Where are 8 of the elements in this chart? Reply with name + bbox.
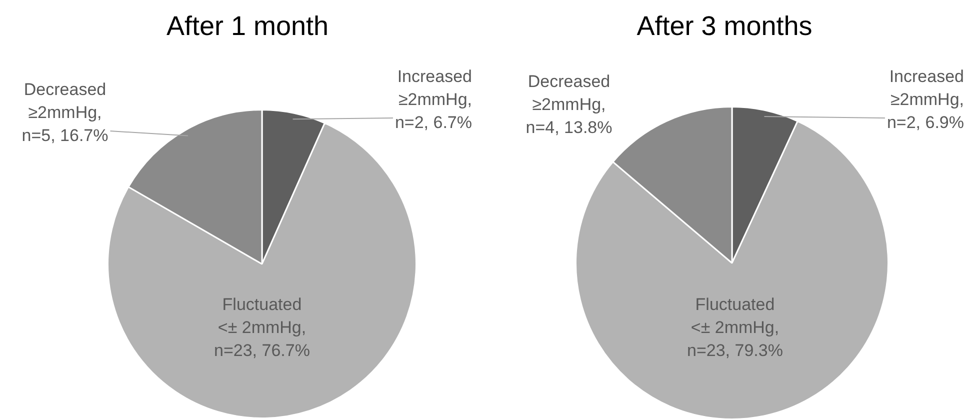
slice-label: Decreased ≥2mmHg, n=4, 13.8%: [526, 72, 612, 136]
chart-title: After 3 months: [636, 10, 814, 42]
slice-label: Increased ≥2mmHg, n=2, 6.9%: [886, 66, 964, 134]
slice-label: Fluctuated <± 2mmHg, n=23, 76.7%: [213, 294, 311, 362]
slice-label: Increased ≥2mmHg, n=2, 6.7%: [394, 66, 472, 134]
chart-title: After 1 month: [165, 10, 330, 42]
slice-label: Fluctuated <± 2mmHg, n=23, 79.3%: [686, 294, 784, 362]
slice-label: Decreased ≥2mmHg, n=5, 16.7%: [20, 78, 110, 146]
